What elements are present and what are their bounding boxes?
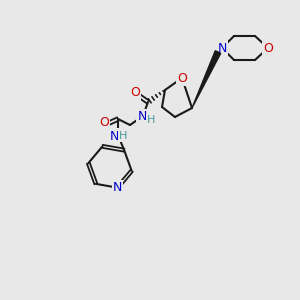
Text: O: O bbox=[263, 41, 273, 55]
Text: N: N bbox=[137, 110, 147, 124]
Text: O: O bbox=[177, 71, 187, 85]
Text: N: N bbox=[109, 130, 119, 142]
Text: O: O bbox=[99, 116, 109, 130]
Text: N: N bbox=[217, 41, 227, 55]
Text: H: H bbox=[147, 115, 155, 125]
Text: O: O bbox=[130, 86, 140, 100]
Text: H: H bbox=[119, 131, 127, 141]
Text: N: N bbox=[113, 181, 122, 194]
Polygon shape bbox=[192, 51, 221, 108]
